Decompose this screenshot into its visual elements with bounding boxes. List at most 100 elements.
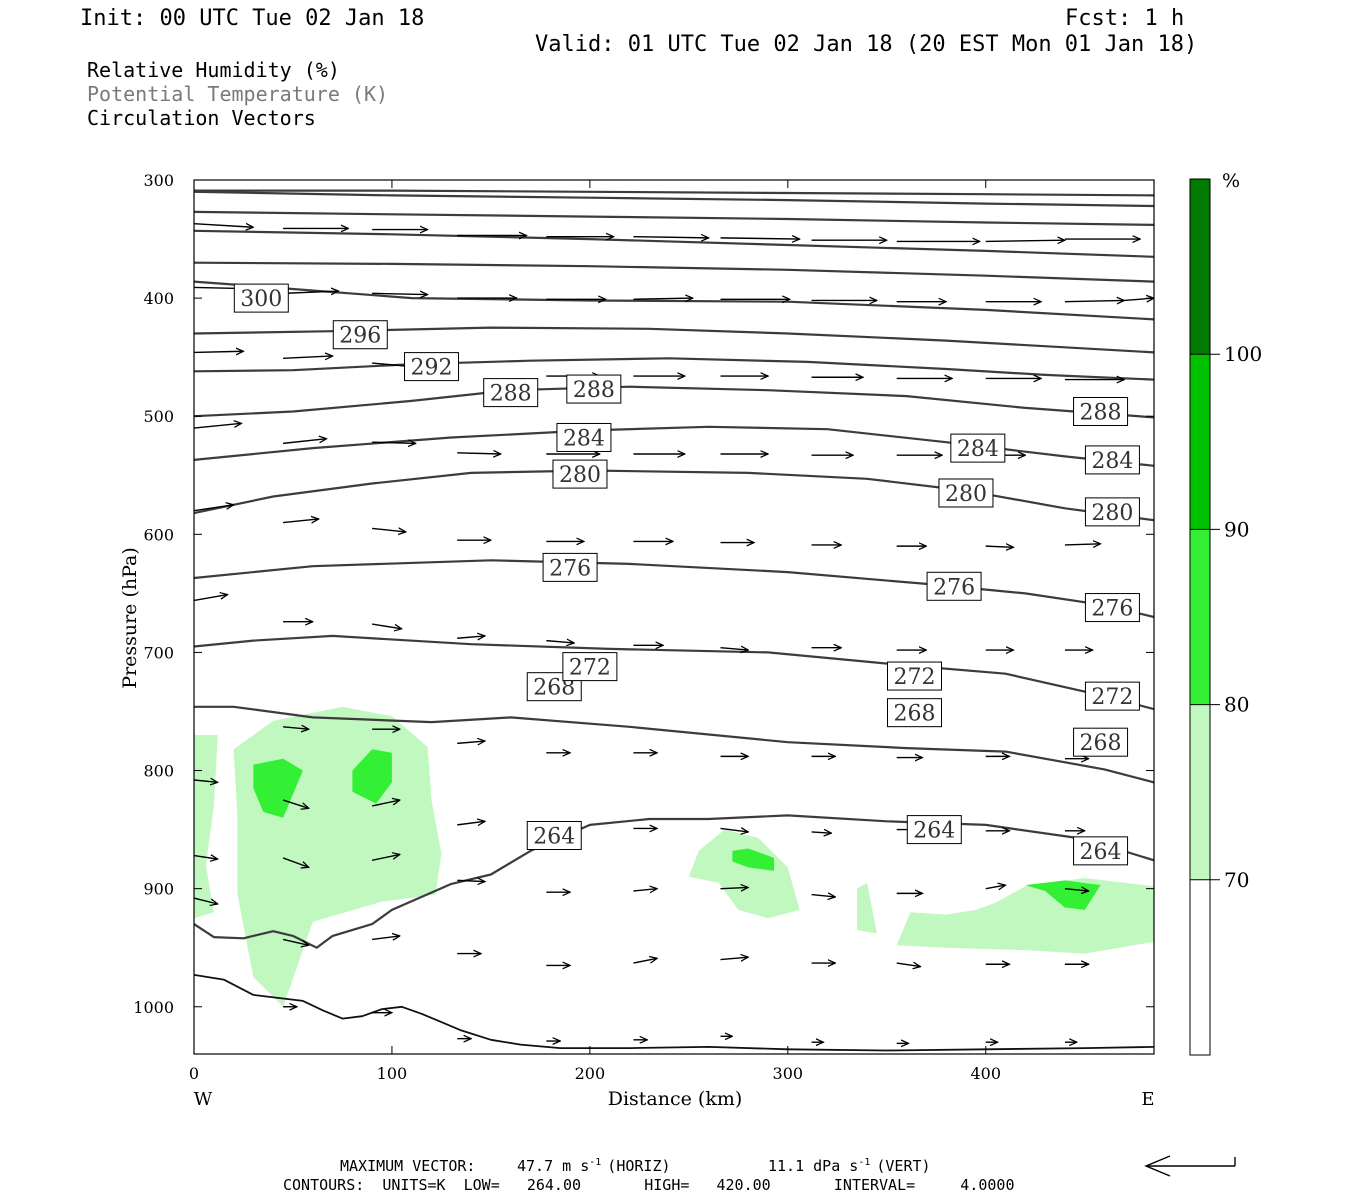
contour-label-280: 280 bbox=[552, 459, 608, 489]
x-end-label-west: W bbox=[194, 1089, 213, 1110]
circulation-vector bbox=[372, 528, 406, 532]
circulation-vector bbox=[457, 880, 485, 881]
circulation-vector bbox=[372, 623, 402, 629]
circulation-vector bbox=[194, 351, 243, 352]
contour-label-300: 300 bbox=[233, 283, 289, 313]
max-vector-label: MAXIMUM VECTOR: bbox=[340, 1157, 475, 1175]
contour-label-box bbox=[332, 320, 388, 350]
circulation-vector bbox=[633, 298, 692, 299]
circulation-vector bbox=[1064, 544, 1101, 545]
circulation-vector bbox=[457, 821, 485, 825]
colorbar: 70 80 90 100 bbox=[1189, 178, 1262, 1056]
contour-label-text: 272 bbox=[1091, 685, 1133, 710]
rh-region-70 bbox=[857, 882, 877, 934]
contour-label-box bbox=[542, 552, 598, 582]
contour-label-text: 276 bbox=[933, 575, 975, 600]
theta-contour-292 bbox=[194, 357, 1154, 381]
x-end-label-east: E bbox=[1141, 1089, 1154, 1110]
circulation-vector bbox=[546, 641, 574, 643]
contour-label-text: 296 bbox=[339, 324, 381, 349]
contour-label-box bbox=[1073, 836, 1129, 866]
circulation-vector bbox=[720, 648, 749, 650]
circulation-vector bbox=[372, 442, 416, 443]
theta-contour-276 bbox=[194, 559, 1154, 619]
rh-region-70 bbox=[896, 878, 1154, 954]
contour-label-text: 300 bbox=[240, 287, 282, 312]
rh-region-70 bbox=[688, 829, 800, 919]
contour-label-268: 268 bbox=[886, 698, 942, 728]
contour-label-box bbox=[404, 352, 460, 382]
circulation-vector bbox=[282, 857, 309, 867]
theta-contour-284 bbox=[194, 425, 1154, 467]
legend-rh: Relative Humidity (%) bbox=[87, 58, 340, 82]
contour-label-box bbox=[526, 821, 582, 850]
theta-contour-268 bbox=[194, 705, 1154, 784]
circulation-vector bbox=[720, 828, 749, 832]
theta-contour-300 bbox=[194, 280, 1154, 321]
colorbar-segment bbox=[1190, 179, 1210, 355]
circulation-vector bbox=[1064, 300, 1124, 301]
y-tick-label: 700 bbox=[143, 643, 174, 662]
circulation-vector bbox=[896, 963, 921, 967]
contour-label-272: 272 bbox=[886, 661, 942, 691]
contour-label-288: 288 bbox=[483, 378, 539, 408]
contour-label-box bbox=[1073, 396, 1129, 426]
circulation-vector bbox=[457, 636, 485, 638]
rh-region-70 bbox=[194, 735, 218, 919]
contours-info: CONTOURS: UNITS=K LOW= 264.00 HIGH= 420.… bbox=[283, 1176, 1015, 1194]
contour-label-text: 288 bbox=[573, 378, 615, 403]
contour-label-264: 264 bbox=[1073, 836, 1129, 866]
circulation-vector bbox=[372, 293, 427, 294]
contour-label-text: 264 bbox=[533, 825, 575, 850]
colorbar-frame bbox=[1189, 178, 1211, 1056]
x-tick-label: 100 bbox=[377, 1064, 408, 1083]
contour-label-272: 272 bbox=[1084, 681, 1140, 711]
legend-theta: Potential Temperature (K) bbox=[87, 82, 388, 106]
rh-region-80 bbox=[253, 758, 303, 818]
circulation-vector bbox=[194, 423, 242, 429]
contour-label-text: 268 bbox=[1080, 731, 1122, 756]
x-axis-label: Distance (km) bbox=[608, 1088, 743, 1110]
max-vector-vert: 11.1 dPa s-1 (VERT) bbox=[768, 1157, 931, 1175]
contour-label-text: 280 bbox=[945, 482, 987, 507]
contour-label-296: 296 bbox=[332, 320, 388, 350]
contour-label-box bbox=[1084, 497, 1140, 527]
contour-label-text: 284 bbox=[957, 437, 999, 462]
circulation-vector bbox=[811, 895, 836, 897]
theta-contour-layer bbox=[194, 189, 1154, 1052]
rh-region-80 bbox=[732, 848, 774, 871]
y-tick-label: 500 bbox=[143, 407, 174, 426]
contour-label-box bbox=[1084, 593, 1140, 623]
theta-contour-264 bbox=[194, 814, 1154, 949]
circulation-vector bbox=[720, 887, 749, 888]
colorbar-tick-label: 90 bbox=[1224, 517, 1249, 541]
x-tick-label: 300 bbox=[773, 1064, 804, 1083]
y-tick-label: 400 bbox=[143, 289, 174, 308]
circulation-vector bbox=[985, 885, 1006, 889]
circulation-vector bbox=[985, 240, 1065, 241]
colorbar-tick-label: 100 bbox=[1224, 342, 1262, 366]
contour-label-276: 276 bbox=[926, 571, 982, 601]
circulation-vector bbox=[371, 800, 400, 807]
x-tick-label: 0 bbox=[189, 1064, 199, 1083]
contour-label-284: 284 bbox=[1084, 445, 1140, 475]
circulation-vector bbox=[283, 519, 319, 523]
theta-contour-280 bbox=[194, 469, 1154, 522]
y-tick-label: 900 bbox=[143, 880, 174, 899]
y-tick-label: 800 bbox=[143, 762, 174, 781]
contour-label-box bbox=[938, 478, 994, 508]
y-tick-label: 600 bbox=[143, 525, 174, 544]
circulation-vector bbox=[194, 224, 253, 228]
contour-label-text: 272 bbox=[893, 665, 935, 690]
theta-contour-312 bbox=[194, 210, 1154, 226]
circulation-vector bbox=[283, 727, 309, 729]
contour-label-box bbox=[233, 283, 289, 313]
vector-layer bbox=[194, 224, 1154, 1044]
contour-label-text: 284 bbox=[1091, 449, 1133, 474]
axis-layer: 0 100 200 300 400 300 400 500 600 700 800 900 1000 bbox=[133, 171, 1154, 1083]
contour-label-264: 264 bbox=[526, 821, 582, 850]
circulation-vector bbox=[282, 938, 309, 945]
contour-label-text: 272 bbox=[569, 656, 611, 681]
contour-label-box bbox=[1084, 681, 1140, 711]
theta-contour-316 bbox=[194, 190, 1154, 208]
